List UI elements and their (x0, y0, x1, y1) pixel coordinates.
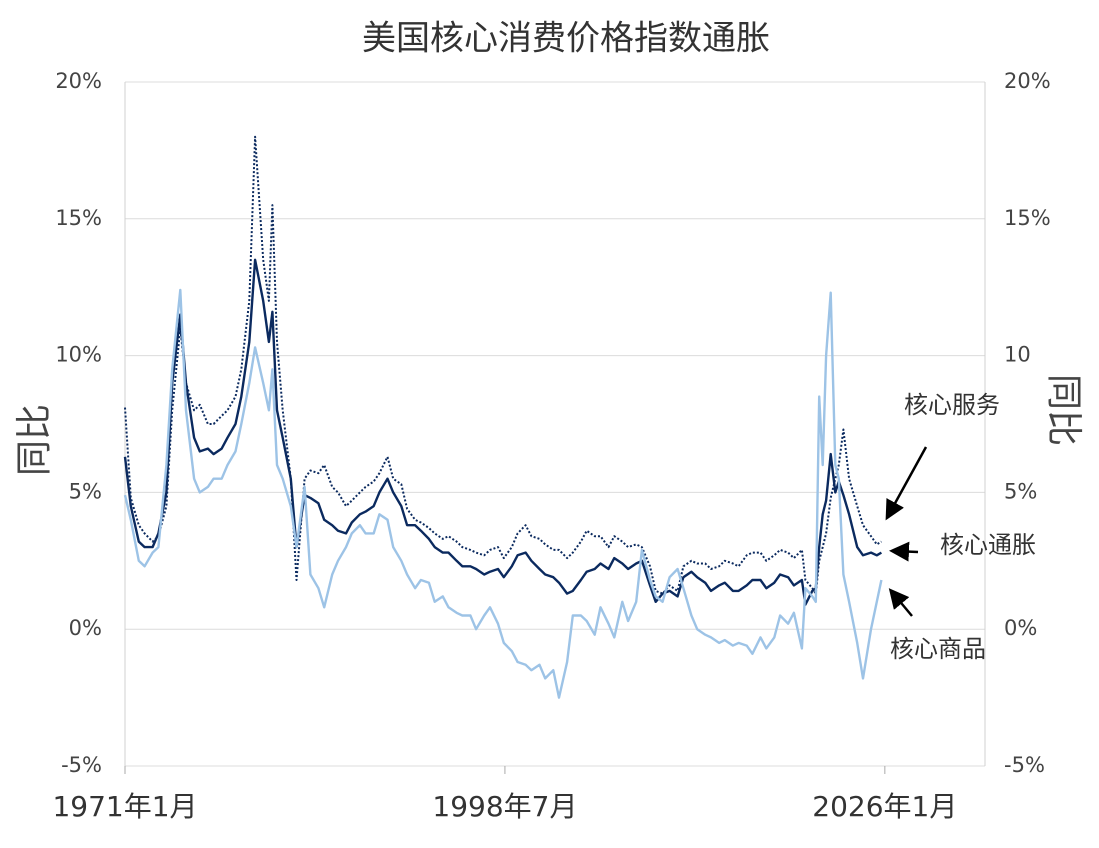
annotation-arrow (889, 541, 919, 562)
annotation-arrow (885, 446, 928, 521)
y2-tick-label: 5% (1004, 479, 1037, 503)
y-tick-label: 15% (55, 206, 102, 230)
series-line (123, 288, 883, 699)
y2-tick-label: 10 (1004, 343, 1031, 367)
y2-tick-label: 20% (1004, 69, 1051, 93)
x-tick-label: 1998年7月 (432, 790, 577, 823)
annotation: 核心通胀 (940, 531, 1036, 559)
annotation: 核心商品 (890, 635, 986, 663)
x-tick-label: 2026年1月 (812, 790, 957, 823)
y2-tick-label: 15% (1004, 206, 1051, 230)
y-tick-label: -5% (61, 753, 102, 777)
y2-tick-label: 0% (1004, 616, 1037, 640)
plot-area: -5% 0% 5% 10% 15% 20% -5% 0% 5% 10 15% 20% 1971年1月 19… (52, 69, 1050, 823)
y2-axis-label: 同比 (1043, 374, 1084, 446)
y2-tick-label: -5% (1004, 753, 1045, 777)
y-axis-label: 同比 (14, 404, 55, 476)
chart-title: 美国核心消费价格指数通胀 (362, 19, 770, 59)
annotation-arrow (888, 588, 913, 617)
annotation: 核心服务 (904, 391, 1000, 419)
y-tick-label: 5% (69, 479, 102, 503)
y-tick-label: 10% (55, 343, 102, 367)
series-line (123, 258, 883, 606)
y-tick-label: 0% (69, 616, 102, 640)
y-tick-label: 20% (55, 69, 102, 93)
x-tick-label: 1971年1月 (52, 790, 197, 823)
series-line (124, 135, 882, 595)
